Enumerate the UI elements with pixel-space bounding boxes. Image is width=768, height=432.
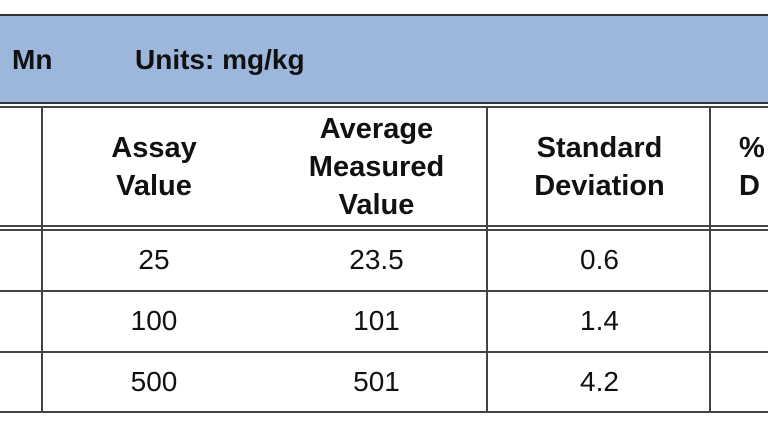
header-line: Value	[116, 169, 192, 202]
table-cell: 23.5	[349, 244, 404, 275]
table-cell: 500	[130, 366, 178, 397]
column-rule	[486, 107, 488, 412]
table-cell: 1.4	[580, 305, 619, 336]
table-cell: 100	[130, 305, 178, 336]
table-cell: 0.6	[580, 244, 619, 275]
column-header: % D	[711, 108, 768, 225]
header-line: D	[739, 169, 760, 202]
rule	[0, 290, 768, 292]
header-line: %	[739, 131, 765, 164]
header-line: Value	[338, 188, 415, 221]
column-rule	[41, 107, 43, 412]
units: Units: mg/kg	[135, 44, 305, 75]
header-bar: Mn Units: mg/kg	[0, 14, 768, 104]
rule	[0, 229, 768, 231]
header-line: Average	[319, 112, 434, 145]
rule	[0, 225, 768, 227]
rule	[0, 411, 768, 413]
table-cell: 4.2	[580, 366, 619, 397]
column-header: Standard Deviation	[488, 108, 711, 225]
rule	[0, 351, 768, 353]
header-line: Standard	[536, 131, 663, 164]
column-header: Average Measured Value	[265, 108, 488, 225]
table-cell: 101	[353, 305, 400, 336]
rule	[0, 106, 768, 108]
column-rule	[709, 107, 711, 412]
table-cell: 501	[353, 366, 400, 397]
header-line: Deviation	[534, 169, 665, 202]
header-line: Assay	[111, 131, 197, 164]
column-header: Assay Value	[43, 108, 265, 225]
table-cell: 25	[138, 244, 170, 275]
element: Mn	[12, 44, 53, 75]
header-line: Measured	[308, 150, 445, 183]
